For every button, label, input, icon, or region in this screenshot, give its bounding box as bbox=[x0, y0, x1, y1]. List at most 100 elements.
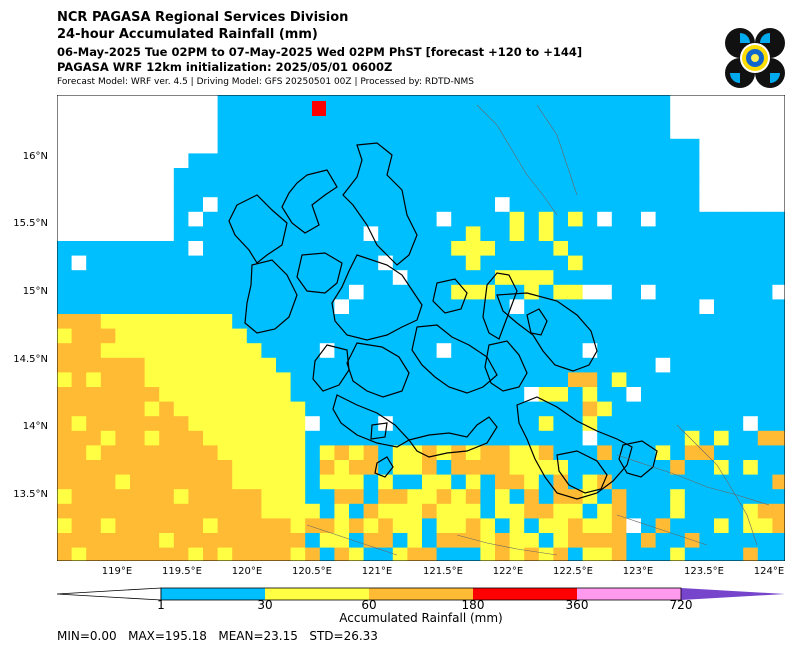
grid-cell bbox=[480, 460, 496, 476]
grid-cell bbox=[144, 430, 160, 446]
grid-cell bbox=[772, 299, 785, 315]
grid-cell bbox=[57, 226, 73, 242]
grid-cell bbox=[524, 474, 540, 490]
grid-cell bbox=[203, 357, 219, 373]
grid-cell bbox=[641, 387, 657, 403]
grid-cell bbox=[436, 372, 452, 388]
grid-cell bbox=[217, 357, 233, 373]
grid-cell bbox=[480, 124, 496, 140]
grid-cell bbox=[743, 109, 759, 125]
grid-cell bbox=[495, 547, 511, 561]
grid-cell bbox=[436, 387, 452, 403]
grid-cell bbox=[611, 109, 627, 125]
grid-cell bbox=[655, 314, 671, 330]
grid-cell bbox=[86, 270, 102, 286]
grid-cell bbox=[159, 153, 175, 169]
grid-cell bbox=[334, 182, 350, 198]
grid-cell bbox=[276, 416, 292, 432]
grid-cell bbox=[626, 211, 642, 227]
grid-cell bbox=[144, 343, 160, 359]
lon-label-122: 122°E bbox=[492, 566, 524, 577]
grid-cell bbox=[261, 460, 277, 476]
grid-cell bbox=[728, 284, 744, 300]
grid-cell bbox=[115, 503, 131, 519]
grid-cell bbox=[232, 284, 248, 300]
grid-cell bbox=[670, 138, 686, 154]
grid-cell bbox=[524, 503, 540, 519]
grid-cell bbox=[743, 299, 759, 315]
grid-cell bbox=[465, 533, 481, 549]
grid-cell bbox=[349, 357, 365, 373]
grid-cell bbox=[538, 182, 554, 198]
grid-cell bbox=[173, 138, 189, 154]
grid-cell bbox=[684, 445, 700, 461]
grid-cell bbox=[363, 328, 379, 344]
grid-cell bbox=[465, 357, 481, 373]
grid-cell bbox=[144, 357, 160, 373]
grid-cell bbox=[509, 168, 525, 184]
grid-cell bbox=[115, 124, 131, 140]
grid-cell bbox=[743, 226, 759, 242]
grid-cell bbox=[772, 153, 785, 169]
grid-cell bbox=[363, 401, 379, 417]
grid-cell bbox=[582, 109, 598, 125]
grid-cell bbox=[363, 197, 379, 213]
grid-cell bbox=[159, 124, 175, 140]
grid-cell bbox=[655, 211, 671, 227]
grid-cell bbox=[422, 460, 438, 476]
grid-cell bbox=[349, 124, 365, 140]
grid-cell bbox=[261, 270, 277, 286]
grid-cell bbox=[684, 270, 700, 286]
grid-cell bbox=[772, 270, 785, 286]
grid-cell bbox=[203, 387, 219, 403]
grid-cell bbox=[465, 109, 481, 125]
grid-cell bbox=[86, 387, 102, 403]
grid-cell bbox=[611, 547, 627, 561]
grid-cell bbox=[436, 182, 452, 198]
grid-cell bbox=[509, 343, 525, 359]
grid-cell bbox=[290, 547, 306, 561]
lat-label-14: 14°N bbox=[22, 421, 48, 432]
grid-cell bbox=[203, 197, 219, 213]
grid-cell bbox=[86, 153, 102, 169]
grid-cell bbox=[217, 109, 233, 125]
grid-cell bbox=[159, 138, 175, 154]
grid-cell bbox=[71, 430, 87, 446]
grid-cell bbox=[655, 299, 671, 315]
grid-cell bbox=[611, 299, 627, 315]
grid-cell bbox=[100, 503, 116, 519]
grid-cell bbox=[261, 226, 277, 242]
grid-cell bbox=[772, 474, 785, 490]
lon-label-119: 119°E bbox=[101, 566, 133, 577]
grid-cell bbox=[538, 138, 554, 154]
grid-cell bbox=[144, 533, 160, 549]
grid-cell bbox=[509, 533, 525, 549]
grid-cell bbox=[115, 416, 131, 432]
grid-cell bbox=[495, 343, 511, 359]
grid-cell bbox=[436, 474, 452, 490]
grid-cell bbox=[305, 416, 321, 432]
grid-cell bbox=[71, 401, 87, 417]
grid-cell bbox=[261, 416, 277, 432]
grid-cell bbox=[407, 270, 423, 286]
grid-cell bbox=[203, 211, 219, 227]
grid-cell bbox=[641, 182, 657, 198]
grid-cell bbox=[203, 182, 219, 198]
grid-cell bbox=[757, 328, 773, 344]
grid-cell bbox=[538, 416, 554, 432]
grid-cell bbox=[641, 533, 657, 549]
grid-cell bbox=[553, 314, 569, 330]
grid-cell bbox=[684, 241, 700, 257]
grid-cell bbox=[261, 533, 277, 549]
grid-cell bbox=[290, 124, 306, 140]
grid-cell bbox=[670, 372, 686, 388]
grid-cell bbox=[349, 95, 365, 111]
grid-cell bbox=[524, 109, 540, 125]
lat-label-13-5: 13.5°N bbox=[13, 489, 48, 500]
colorbar-extend-max bbox=[681, 588, 785, 600]
grid-cell bbox=[305, 168, 321, 184]
grid-cell bbox=[728, 416, 744, 432]
grid-cell bbox=[495, 489, 511, 505]
grid-cell bbox=[217, 401, 233, 417]
grid-cell bbox=[86, 168, 102, 184]
